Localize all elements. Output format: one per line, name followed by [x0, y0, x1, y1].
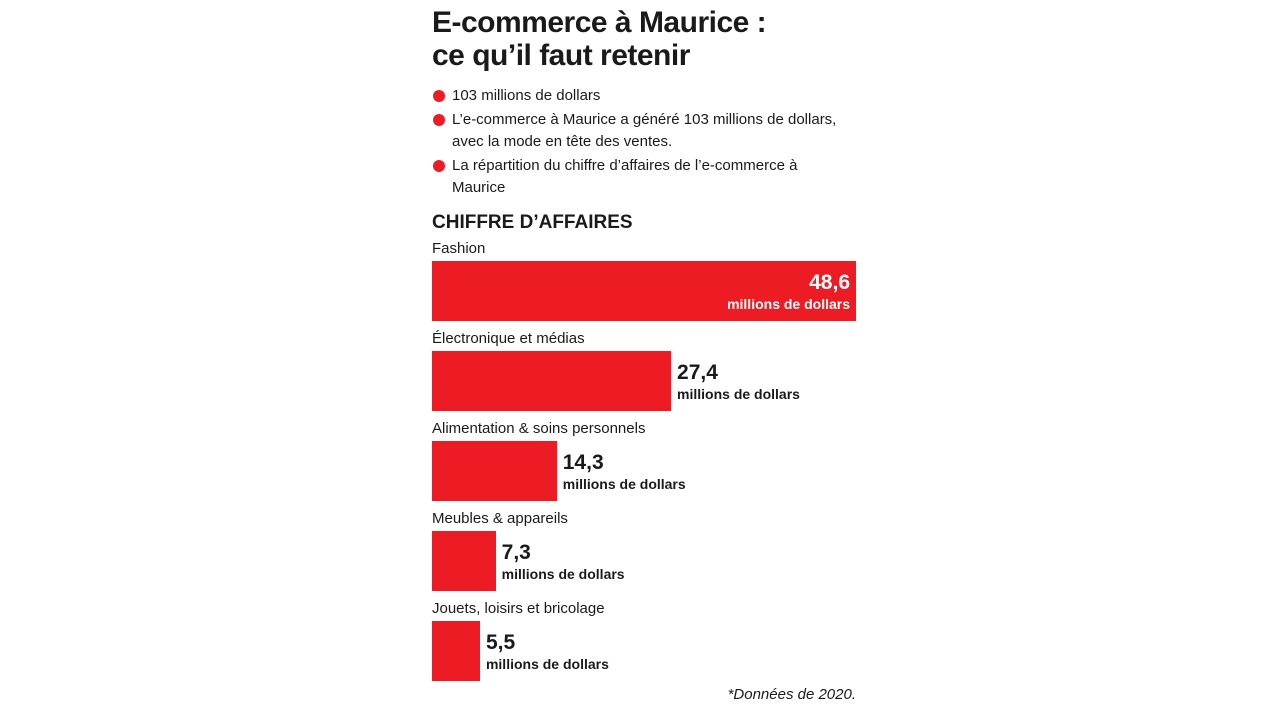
value-label: 5,5 — [485, 631, 516, 654]
bar — [432, 441, 557, 501]
value-unit: millions de dollars — [727, 296, 850, 312]
category-label: Fashion — [432, 240, 486, 257]
bar — [432, 531, 496, 591]
bar — [432, 621, 480, 681]
value-unit: millions de dollars — [562, 476, 686, 492]
title: E-commerce à Maurice : ce qu’il faut ret… — [432, 6, 767, 72]
category-label: Alimentation & soins personnels — [432, 420, 646, 437]
value-label: 14,3 — [562, 451, 604, 474]
value-unit: millions de dollars — [501, 566, 625, 582]
bar — [432, 351, 672, 411]
bullet: La répartition du chiffre d’affaires de … — [432, 155, 852, 199]
value-label: 7,3 — [501, 541, 531, 564]
bar — [432, 261, 856, 321]
value-label: 48,6 — [809, 271, 850, 294]
bullet: 103 millions de dollars — [432, 85, 852, 107]
footnote: *Données de 2020. — [727, 686, 856, 703]
value-unit: millions de dollars — [485, 656, 609, 672]
bullet-list: 103 millions de dollars L’e-commerce à Ma… — [432, 85, 852, 201]
category-label: Jouets, loisirs et bricolage — [432, 600, 605, 617]
category-label: Électronique et médias — [432, 330, 585, 347]
category-label: Meubles & appareils — [432, 510, 568, 527]
value-unit: millions de dollars — [677, 386, 800, 402]
value-label: 27,4 — [677, 361, 718, 384]
bullet: L’e-commerce à Maurice a généré 103 mill… — [432, 109, 852, 153]
chart-title: CHIFFRE D’AFFAIRES — [432, 212, 633, 233]
